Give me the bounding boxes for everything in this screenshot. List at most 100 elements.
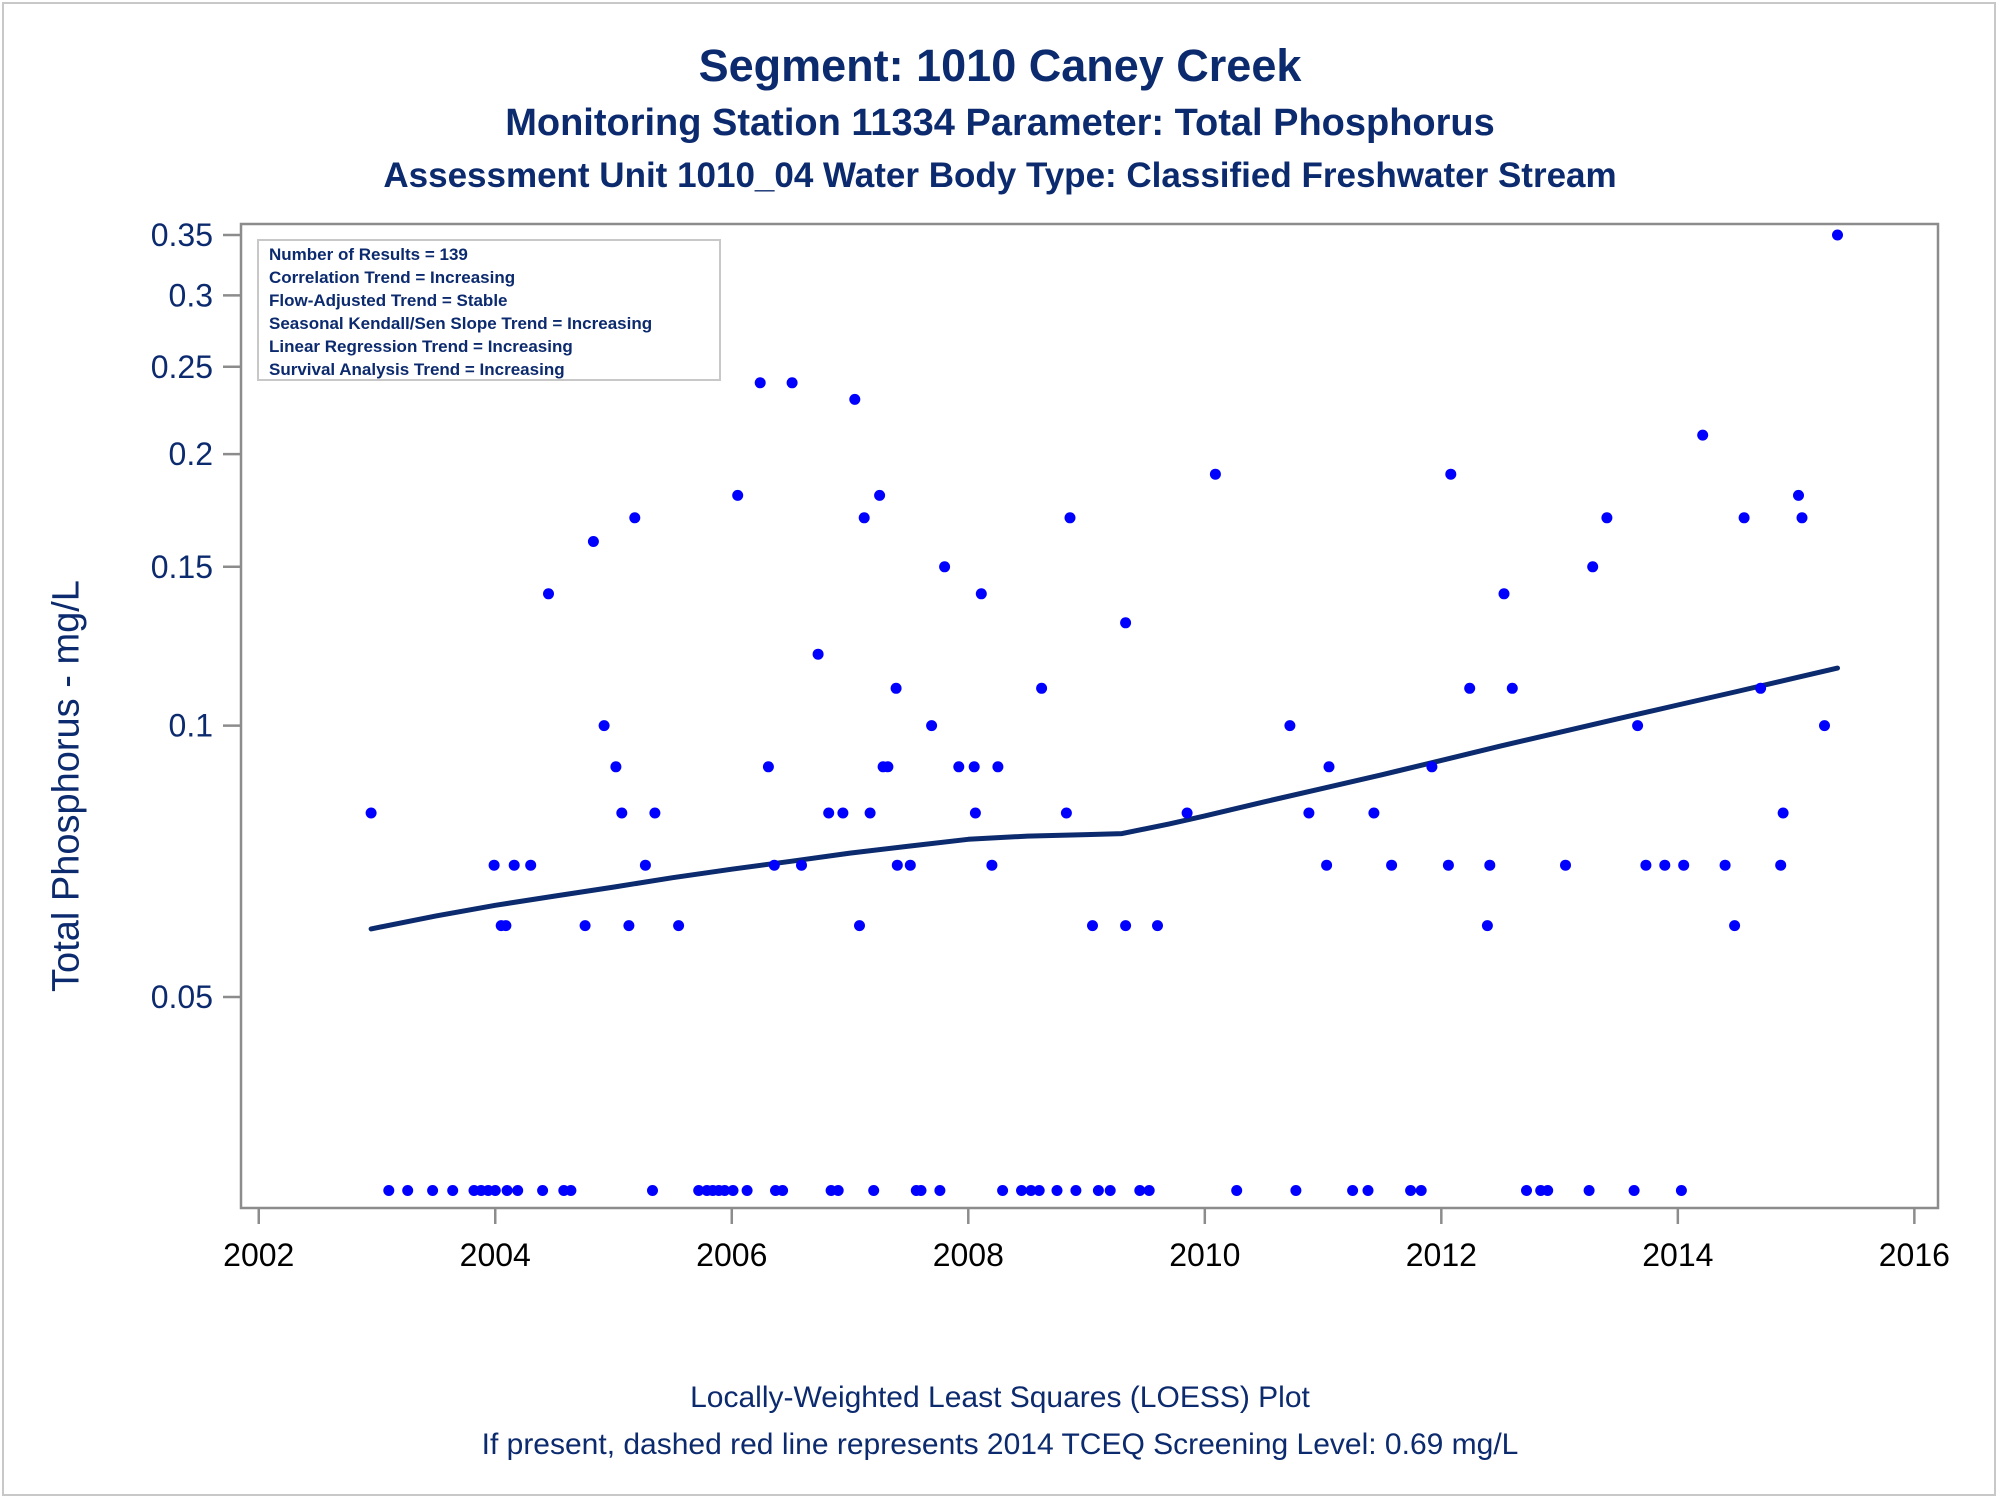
stats-inset-line: Correlation Trend = Increasing [269, 268, 515, 287]
data-point [849, 393, 861, 405]
data-point [777, 1185, 789, 1196]
data-point [796, 859, 807, 871]
data-point [891, 859, 903, 871]
data-point [488, 859, 500, 871]
footnote-screening: If present, dashed red line represents 2… [481, 1428, 1519, 1461]
data-point [1033, 1185, 1045, 1196]
x-tick-label: 2002 [223, 1237, 294, 1273]
data-point [768, 859, 780, 871]
data-point [1738, 512, 1750, 524]
data-point [1464, 682, 1476, 694]
data-point [868, 1185, 880, 1196]
data-point [1368, 807, 1380, 819]
data-point [1675, 1185, 1687, 1196]
data-point [1415, 1185, 1427, 1196]
x-tick-label: 2016 [1879, 1237, 1950, 1273]
data-point [1347, 1185, 1359, 1196]
y-axis: 0.05 0.1 0.15 0.2 0.25 0.3 0.35 [151, 217, 241, 1015]
data-point [719, 1185, 731, 1196]
data-point [579, 920, 591, 932]
data-point [1601, 512, 1613, 524]
data-point [1628, 1185, 1640, 1196]
data-point [786, 377, 798, 389]
data-point [1036, 682, 1048, 694]
x-tick-label: 2008 [933, 1237, 1004, 1273]
data-point [1819, 720, 1830, 732]
data-point [365, 807, 377, 819]
data-point [383, 1185, 395, 1196]
data-point [598, 720, 610, 732]
data-point [832, 1185, 844, 1196]
data-point [647, 1185, 658, 1196]
data-point [997, 1185, 1009, 1196]
y-tick-label: 0.1 [169, 708, 213, 744]
data-point [969, 807, 981, 819]
y-tick-label: 0.15 [151, 549, 213, 585]
data-point [501, 1185, 513, 1196]
data-point [1775, 859, 1787, 871]
loess-layer [368, 665, 1840, 932]
data-point [812, 648, 824, 660]
data-point [1587, 561, 1599, 573]
data-point [1793, 489, 1804, 501]
data-point [1498, 588, 1510, 600]
data-point [693, 1185, 705, 1196]
data-point [1777, 807, 1789, 819]
data-point [587, 536, 599, 547]
data-point [447, 1185, 459, 1196]
data-point [1678, 859, 1690, 871]
data-point [639, 859, 651, 871]
y-tick-label: 0.3 [169, 277, 213, 313]
data-point [934, 1185, 946, 1196]
data-point [762, 761, 774, 773]
stats-inset-box [257, 239, 721, 381]
stats-inset: Number of Results = 139 Correlation Trend… [257, 239, 721, 381]
data-point [500, 920, 512, 932]
data-point [1016, 1185, 1027, 1196]
x-tick-label: 2006 [696, 1237, 767, 1273]
data-point [1120, 920, 1132, 932]
data-point [741, 1185, 753, 1196]
data-point [1386, 859, 1398, 871]
data-point [915, 1185, 927, 1196]
data-point [1484, 859, 1496, 871]
data-point [489, 1185, 501, 1196]
data-point [854, 920, 865, 932]
chart-subtitle-2: Assessment Unit 1010_04 Water Body Type:… [383, 156, 1617, 195]
y-tick-label: 0.2 [169, 436, 213, 472]
data-point [402, 1185, 414, 1196]
data-point [1087, 920, 1098, 932]
data-point [1104, 1185, 1116, 1196]
data-point [904, 859, 916, 871]
stats-inset-line: Linear Regression Trend = Increasing [269, 337, 573, 356]
data-point [1323, 761, 1335, 773]
data-point [1051, 1185, 1063, 1196]
data-point [1640, 859, 1652, 871]
data-point [1442, 859, 1454, 871]
data-point [649, 807, 661, 819]
data-point [1303, 807, 1315, 819]
data-point [953, 761, 965, 773]
data-point [874, 489, 886, 501]
data-point [543, 588, 554, 600]
data-point [1719, 859, 1731, 871]
data-point [1070, 1185, 1082, 1196]
data-point [1321, 859, 1333, 871]
data-point [890, 682, 902, 694]
data-point [858, 512, 870, 524]
data-point [1426, 761, 1438, 773]
data-point [616, 807, 628, 819]
data-point [1481, 920, 1493, 932]
data-point [512, 1185, 524, 1196]
data-point [926, 720, 938, 732]
stats-inset-line: Flow-Adjusted Trend = Stable [269, 291, 508, 310]
y-tick-label: 0.35 [151, 217, 213, 253]
data-point [629, 512, 641, 524]
data-point [1405, 1185, 1417, 1196]
data-point [508, 859, 520, 871]
x-tick-label: 2012 [1406, 1237, 1477, 1273]
data-point [1152, 920, 1163, 932]
data-point [864, 807, 876, 819]
data-point [1290, 1185, 1302, 1196]
